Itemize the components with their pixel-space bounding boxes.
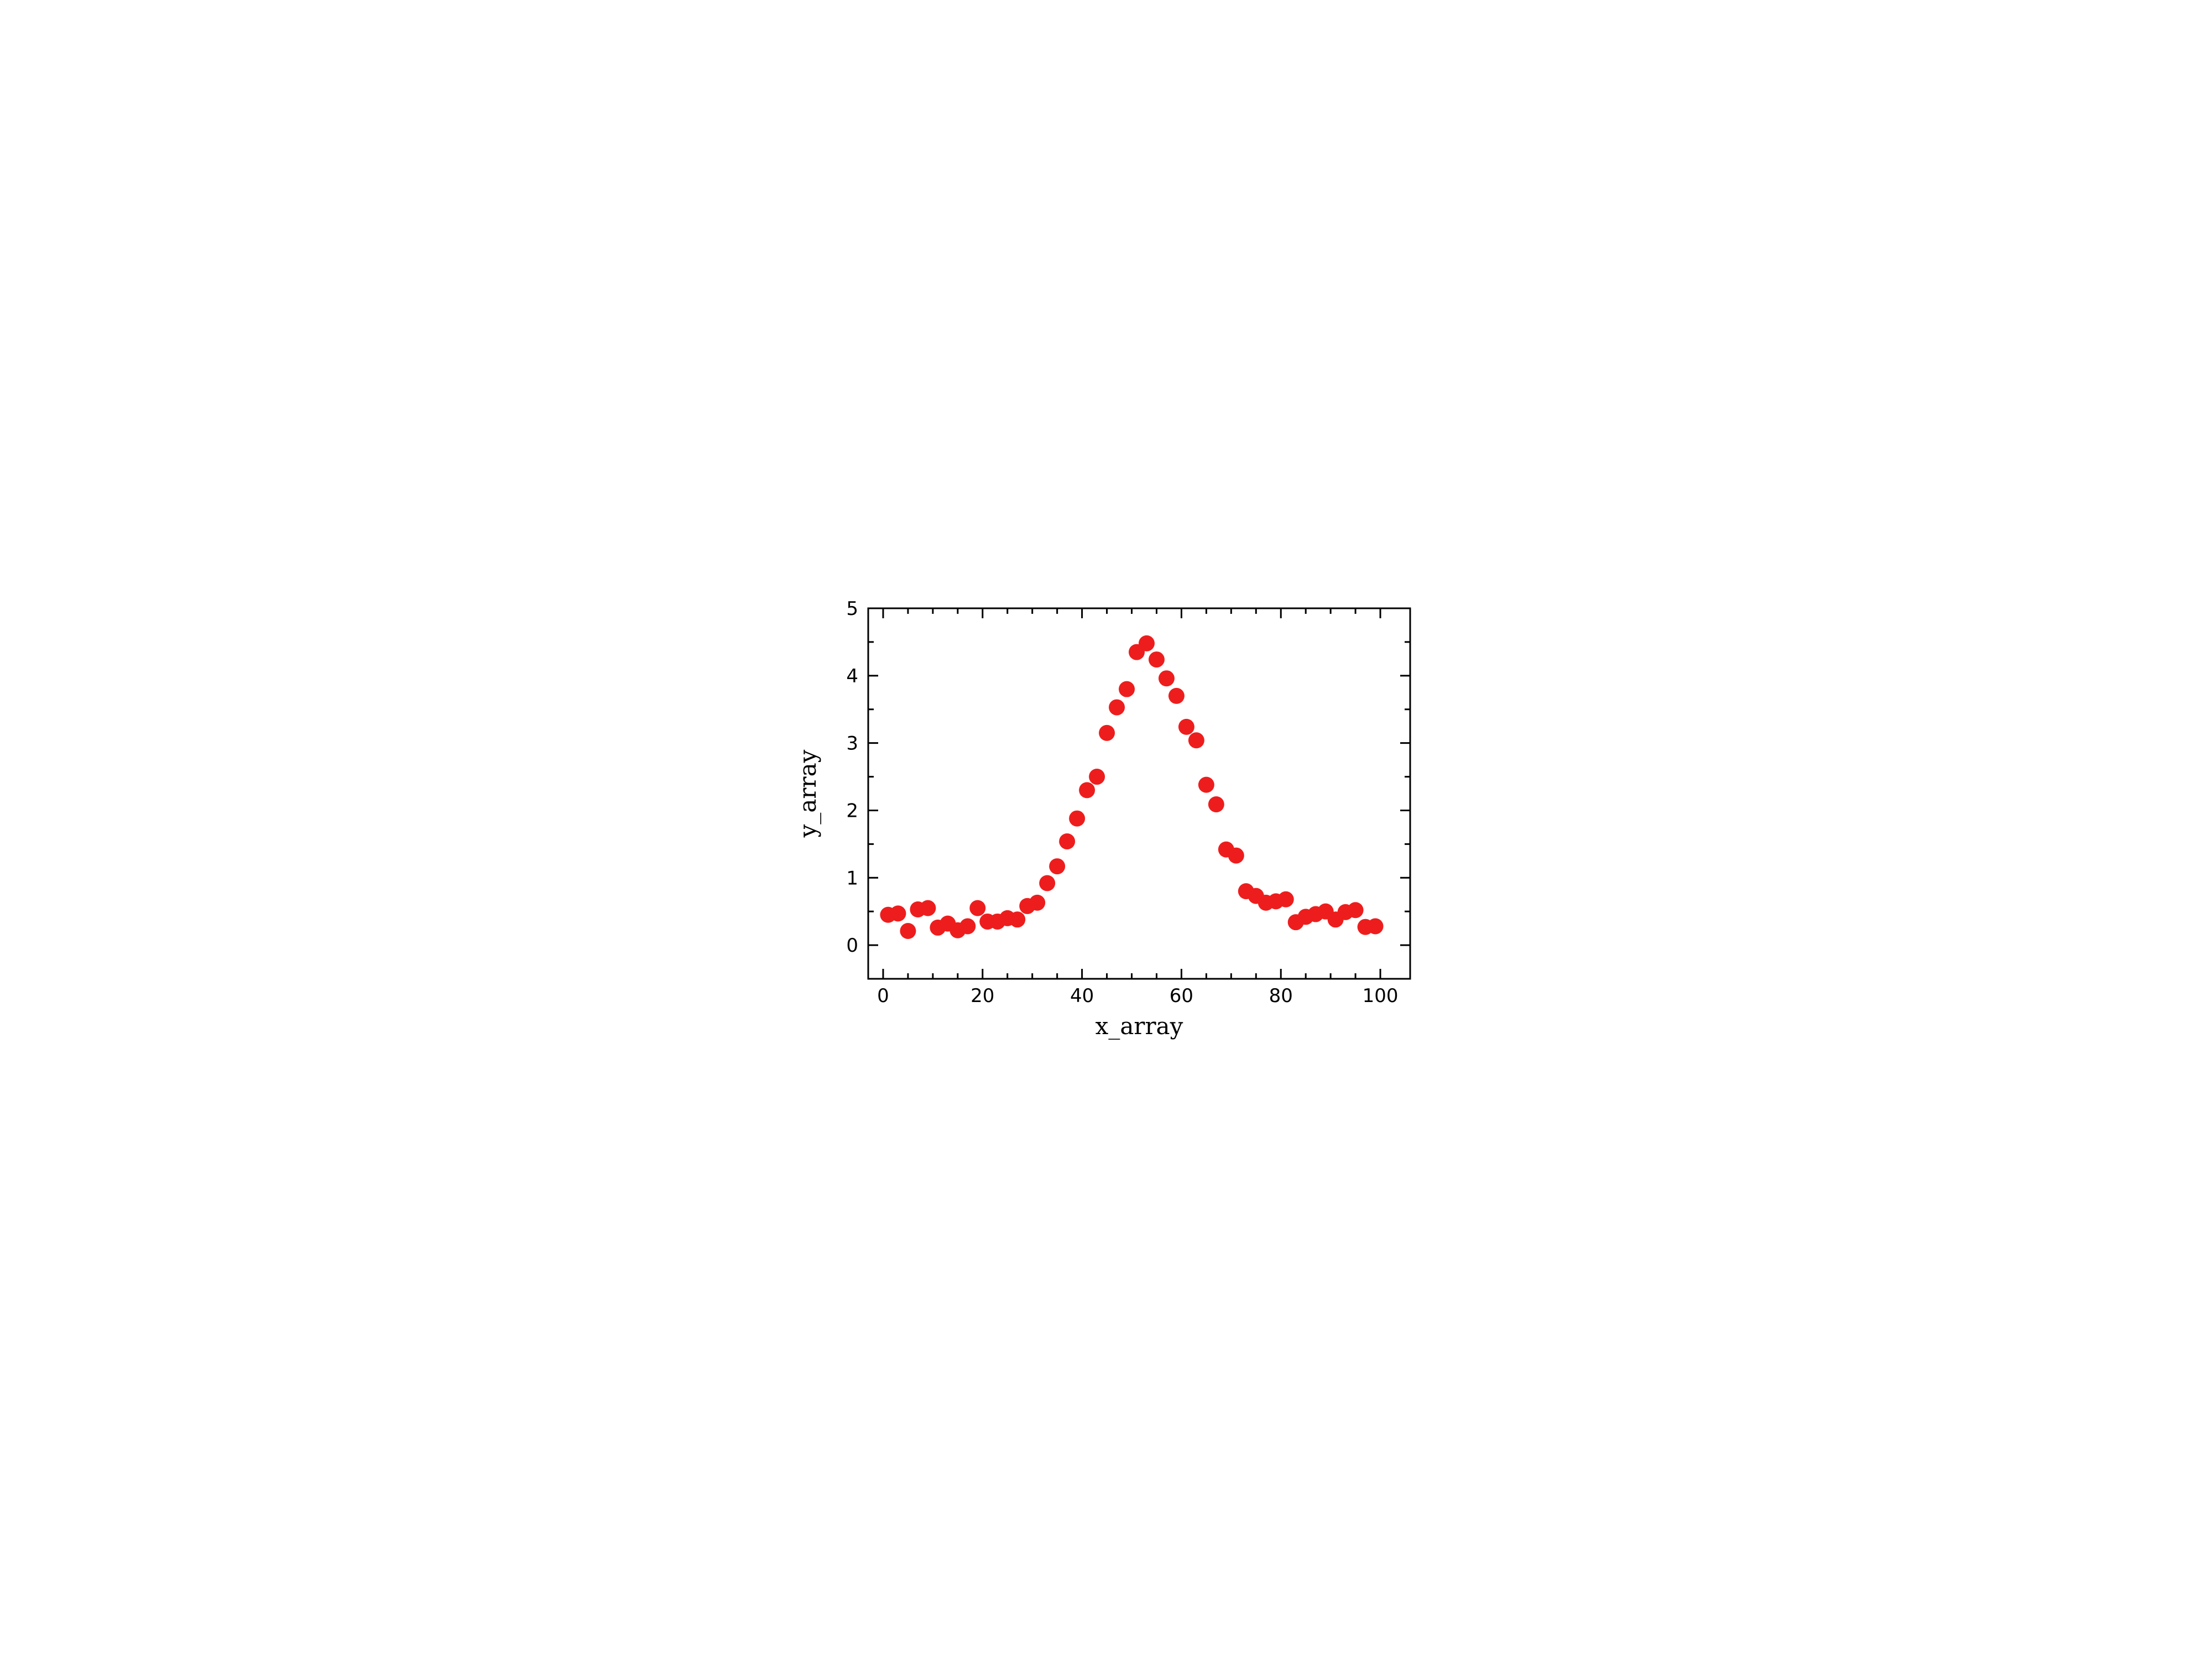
x-tick-label: 100 <box>1363 985 1399 1007</box>
data-point <box>890 905 906 921</box>
data-point <box>1139 635 1155 651</box>
scatter-chart: 0 20 40 60 80 100 0 1 2 3 4 5 x_array y_array <box>774 581 1438 1078</box>
data-point <box>900 923 916 939</box>
data-point <box>1168 688 1185 704</box>
x-tick-label: 20 <box>971 985 994 1007</box>
data-point <box>1109 700 1125 716</box>
y-tick-label: 1 <box>846 867 858 889</box>
data-point <box>1208 796 1224 812</box>
data-point <box>1278 891 1294 907</box>
data-point <box>1039 875 1055 891</box>
y-tick-label: 2 <box>846 800 858 822</box>
data-point <box>1228 848 1244 864</box>
chart-svg: 0 20 40 60 80 100 0 1 2 3 4 5 x_array y_array <box>774 581 1438 1078</box>
x-tick-label: 80 <box>1269 985 1293 1007</box>
data-point <box>1059 833 1075 849</box>
data-point <box>1089 769 1105 785</box>
data-point <box>1099 725 1115 741</box>
data-point <box>1348 902 1364 918</box>
y-tick-label: 3 <box>846 733 858 755</box>
data-point <box>1029 895 1045 911</box>
data-point <box>1198 777 1214 793</box>
data-point <box>1178 719 1194 735</box>
data-point <box>1188 732 1204 748</box>
data-point <box>969 900 985 916</box>
data-point <box>1049 858 1065 874</box>
x-tick-label: 60 <box>1170 985 1193 1007</box>
data-point <box>1079 782 1095 798</box>
x-tick-label: 0 <box>877 985 889 1007</box>
y-tick-label: 0 <box>846 935 858 957</box>
data-point <box>1069 811 1085 827</box>
y-tick-label: 4 <box>846 665 858 687</box>
data-point <box>959 918 975 934</box>
data-point <box>1119 681 1135 697</box>
data-point <box>1009 911 1025 927</box>
y-axis-label: y_array <box>794 749 821 838</box>
data-point <box>1368 918 1384 934</box>
data-point <box>1159 670 1175 686</box>
data-point <box>920 900 936 916</box>
x-tick-label: 40 <box>1070 985 1094 1007</box>
x-axis-label: x_array <box>1095 1013 1183 1040</box>
y-tick-label: 5 <box>846 598 858 620</box>
data-point <box>1149 651 1165 667</box>
